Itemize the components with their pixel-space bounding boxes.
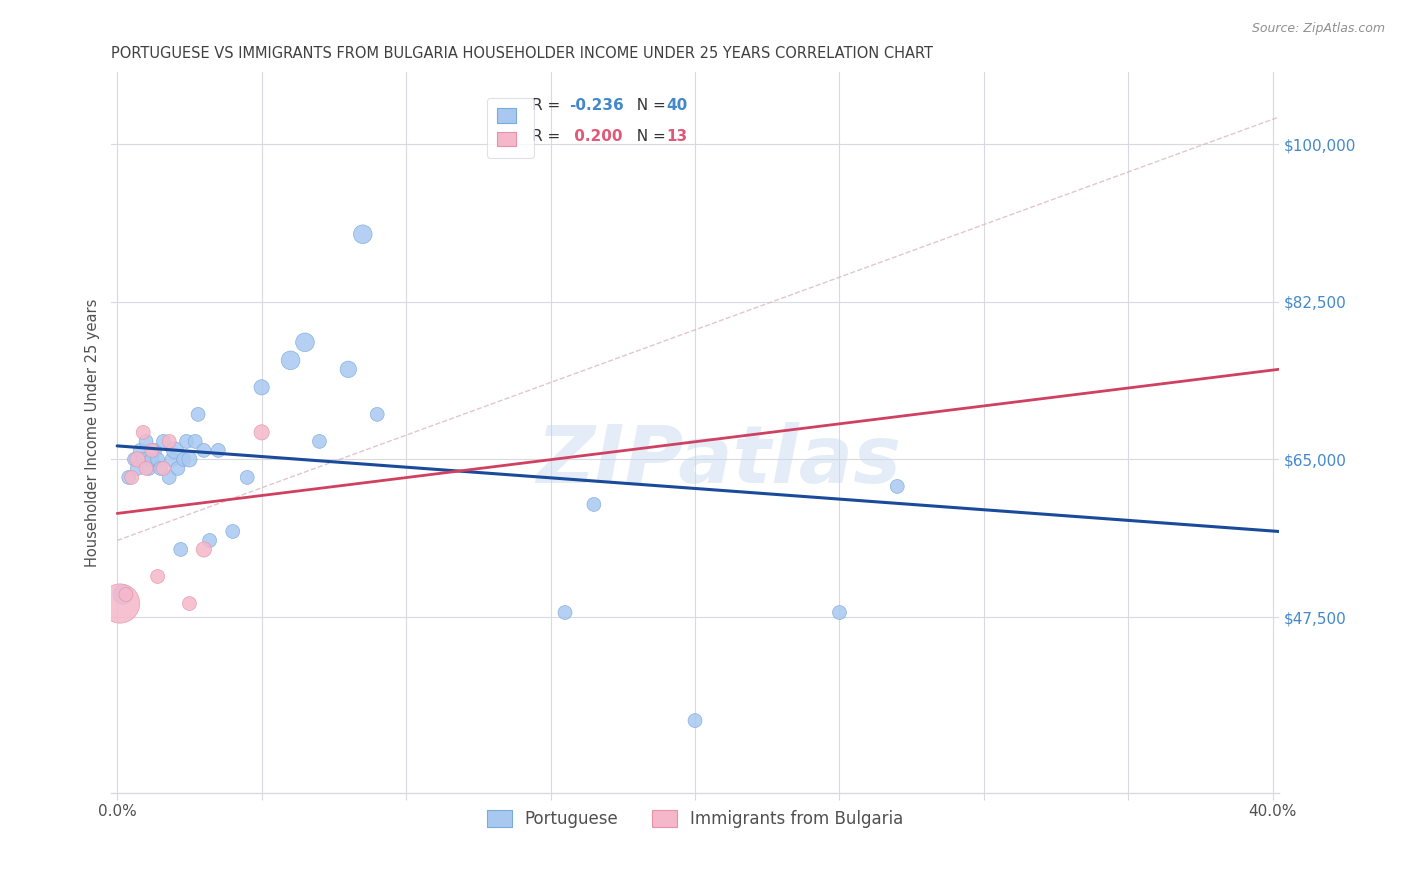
Y-axis label: Householder Income Under 25 years: Householder Income Under 25 years — [86, 298, 100, 566]
Point — [129, 443, 152, 458]
Point — [187, 408, 209, 422]
Text: N =: N = — [627, 98, 671, 113]
Point — [308, 434, 330, 449]
Point — [250, 380, 273, 394]
Text: 40: 40 — [666, 98, 688, 113]
Point — [132, 452, 155, 467]
Text: R =: R = — [531, 98, 565, 113]
Point — [152, 461, 174, 475]
Point — [582, 498, 605, 512]
Point — [222, 524, 245, 539]
Point — [152, 434, 174, 449]
Text: -0.236: -0.236 — [569, 98, 624, 113]
Text: 0.200: 0.200 — [569, 129, 623, 145]
Point — [138, 461, 160, 475]
Point — [352, 227, 374, 242]
Point — [143, 443, 166, 458]
Point — [157, 470, 180, 484]
Point — [157, 434, 180, 449]
Point — [236, 470, 259, 484]
Legend: Portuguese, Immigrants from Bulgaria: Portuguese, Immigrants from Bulgaria — [479, 804, 910, 835]
Point — [207, 443, 229, 458]
Point — [250, 425, 273, 440]
Point — [337, 362, 360, 376]
Text: R =: R = — [531, 129, 565, 145]
Point — [193, 443, 215, 458]
Point — [170, 542, 193, 557]
Point — [135, 434, 157, 449]
Point — [127, 461, 149, 475]
Point — [366, 408, 388, 422]
Point — [280, 353, 302, 368]
Point — [132, 425, 155, 440]
Point — [149, 461, 172, 475]
Point — [146, 452, 169, 467]
Point — [127, 452, 149, 467]
Point — [108, 597, 131, 611]
Text: Source: ZipAtlas.com: Source: ZipAtlas.com — [1251, 22, 1385, 36]
Text: ZIPatlas: ZIPatlas — [536, 422, 901, 500]
Point — [193, 542, 215, 557]
Text: 13: 13 — [666, 129, 688, 145]
Point — [135, 461, 157, 475]
Point — [198, 533, 221, 548]
Point — [179, 452, 201, 467]
Point — [111, 587, 134, 601]
Point — [115, 587, 138, 601]
Point — [828, 606, 851, 620]
Point — [179, 597, 201, 611]
Point — [141, 443, 163, 458]
Point — [173, 452, 195, 467]
Point — [886, 479, 908, 493]
Point — [163, 443, 186, 458]
Point — [167, 461, 190, 475]
Point — [294, 335, 316, 350]
Point — [554, 606, 576, 620]
Point — [146, 569, 169, 583]
Point — [176, 434, 198, 449]
Point — [683, 714, 706, 728]
Point — [121, 470, 143, 484]
Text: N =: N = — [627, 129, 671, 145]
Point — [160, 452, 183, 467]
Point — [141, 452, 163, 467]
Point — [118, 470, 141, 484]
Point — [124, 452, 146, 467]
Point — [184, 434, 207, 449]
Text: PORTUGUESE VS IMMIGRANTS FROM BULGARIA HOUSEHOLDER INCOME UNDER 25 YEARS CORRELA: PORTUGUESE VS IMMIGRANTS FROM BULGARIA H… — [111, 46, 934, 62]
